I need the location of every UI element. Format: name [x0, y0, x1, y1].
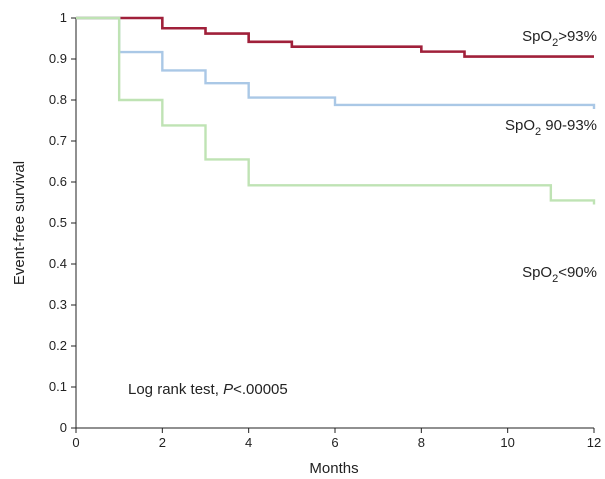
x-ticks: 0 2 4 6 8 10 12	[72, 428, 601, 450]
x-tick-label: 12	[587, 435, 601, 450]
y-tick-label: 0.9	[49, 51, 67, 66]
x-tick-label: 4	[245, 435, 252, 450]
y-tick-label: 0.4	[49, 256, 67, 271]
y-tick-label: 0.6	[49, 174, 67, 189]
y-tick-label: 0.5	[49, 215, 67, 230]
axes	[75, 18, 594, 429]
y-tick-label: 0.3	[49, 297, 67, 312]
series-lines	[76, 16, 596, 205]
y-tick-label: 0.2	[49, 338, 67, 353]
series-label-spo2-90-93: SpO2 90-93%	[505, 117, 597, 138]
y-tick-label: 0	[60, 420, 67, 435]
y-tick-label: 1	[60, 10, 67, 25]
y-axis-title: Event-free survival	[11, 161, 28, 285]
x-axis-title: Months	[309, 460, 358, 477]
x-tick-label: 2	[159, 435, 166, 450]
x-tick-label: 6	[331, 435, 338, 450]
y-tick-label: 0.7	[49, 133, 67, 148]
series-line-1	[76, 16, 596, 110]
log-rank-annotation: Log rank test, P<.00005	[128, 381, 288, 398]
x-tick-label: 8	[418, 435, 425, 450]
y-tick-label: 0.1	[49, 379, 67, 394]
series-line-0	[76, 16, 594, 58]
x-tick-label: 10	[500, 435, 514, 450]
y-ticks: 0 0.1 0.2 0.3 0.4 0.5 0.6 0.7 0.8 0.9 1	[49, 10, 76, 435]
series-line-2	[76, 16, 596, 205]
x-tick-label: 0	[72, 435, 79, 450]
series-label-spo2-above-93: SpO2>93%	[522, 28, 597, 49]
y-tick-label: 0.8	[49, 92, 67, 107]
series-label-spo2-below-90: SpO2<90%	[522, 264, 597, 285]
